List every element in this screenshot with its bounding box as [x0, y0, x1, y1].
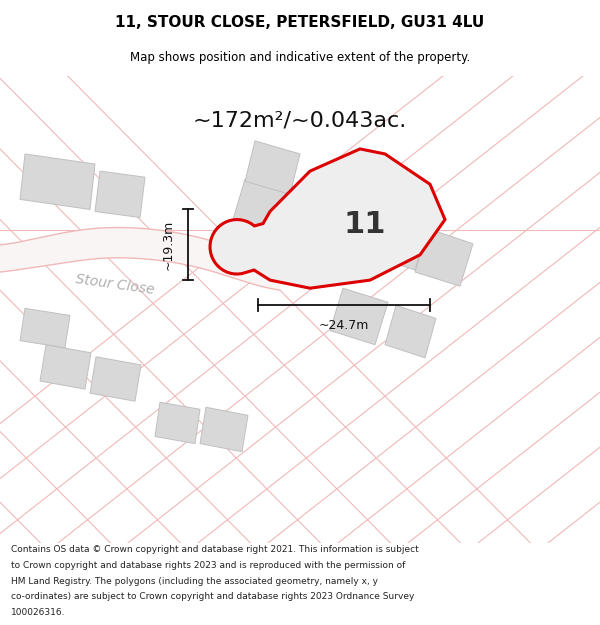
Text: 11: 11 — [344, 210, 386, 239]
Text: ~19.3m: ~19.3m — [161, 219, 175, 270]
Polygon shape — [20, 154, 95, 209]
Text: HM Land Registry. The polygons (including the associated geometry, namely x, y: HM Land Registry. The polygons (includin… — [11, 577, 378, 586]
Text: 11, STOUR CLOSE, PETERSFIELD, GU31 4LU: 11, STOUR CLOSE, PETERSFIELD, GU31 4LU — [115, 16, 485, 31]
Text: co-ordinates) are subject to Crown copyright and database rights 2023 Ordnance S: co-ordinates) are subject to Crown copyr… — [11, 592, 414, 601]
Polygon shape — [200, 408, 248, 452]
Polygon shape — [245, 141, 300, 194]
Polygon shape — [90, 357, 141, 401]
Polygon shape — [20, 308, 70, 348]
Text: 100026316.: 100026316. — [11, 608, 65, 618]
Text: ~172m²/~0.043ac.: ~172m²/~0.043ac. — [193, 111, 407, 131]
Polygon shape — [415, 229, 473, 286]
Text: Stour Close: Stour Close — [74, 272, 155, 297]
Text: ~24.7m: ~24.7m — [319, 319, 369, 332]
Polygon shape — [230, 179, 290, 245]
Polygon shape — [155, 402, 200, 444]
Polygon shape — [40, 345, 91, 389]
Polygon shape — [210, 149, 445, 288]
Text: to Crown copyright and database rights 2023 and is reproduced with the permissio: to Crown copyright and database rights 2… — [11, 561, 405, 570]
Polygon shape — [330, 288, 388, 345]
Polygon shape — [310, 166, 365, 217]
Polygon shape — [385, 306, 436, 358]
Polygon shape — [370, 213, 428, 270]
Polygon shape — [275, 198, 335, 262]
Polygon shape — [0, 228, 280, 290]
Text: Contains OS data © Crown copyright and database right 2021. This information is : Contains OS data © Crown copyright and d… — [11, 545, 419, 554]
Polygon shape — [95, 171, 145, 217]
Text: Map shows position and indicative extent of the property.: Map shows position and indicative extent… — [130, 51, 470, 64]
